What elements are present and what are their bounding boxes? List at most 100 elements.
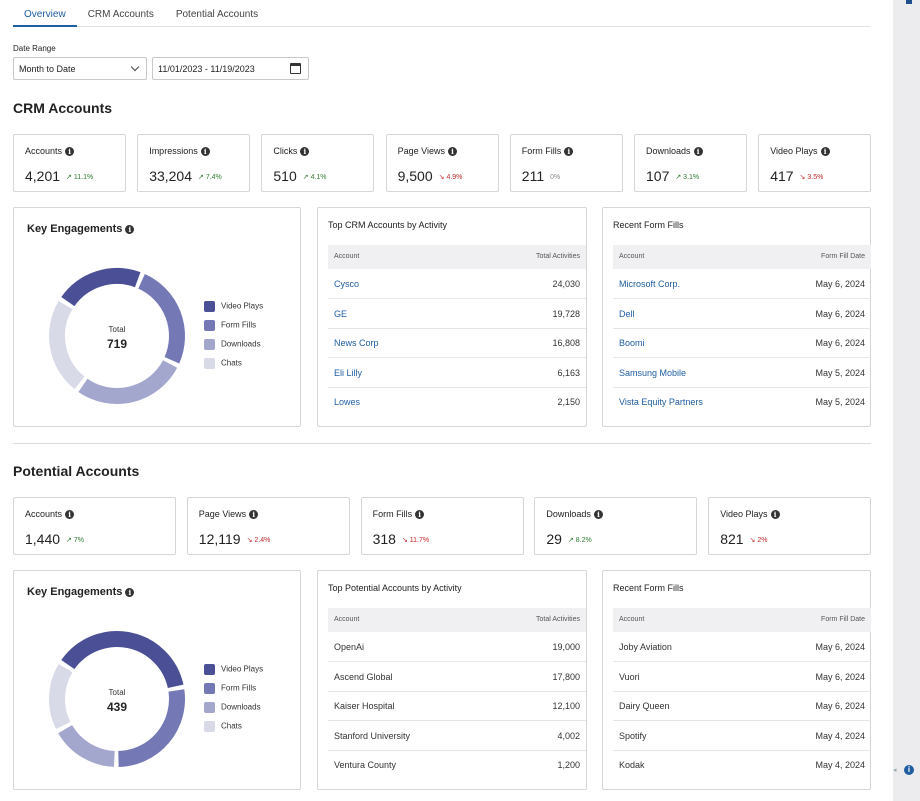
- info-icon[interactable]: i: [693, 147, 703, 157]
- info-icon[interactable]: i: [249, 510, 259, 520]
- account-name: Vuori: [619, 671, 640, 682]
- kpi-card: Page Views i 9,500 ↘ 4.9%: [385, 134, 499, 192]
- info-icon[interactable]: i: [300, 147, 310, 157]
- tab-crm-accounts[interactable]: CRM Accounts: [87, 9, 154, 20]
- legend-item[interactable]: Video Plays: [204, 301, 263, 320]
- col-account: Account: [334, 616, 360, 623]
- account-name[interactable]: Samsung Mobile: [619, 367, 687, 378]
- account-name[interactable]: Dell: [619, 308, 635, 319]
- chevron-left-icon[interactable]: ◂: [893, 767, 897, 774]
- info-icon[interactable]: i: [415, 510, 425, 520]
- account-name[interactable]: Boomi: [619, 338, 645, 349]
- kpi-delta: ↘ 3.5%: [799, 174, 824, 181]
- info-icon[interactable]: i: [200, 147, 210, 157]
- range-select[interactable]: Month to Date: [13, 57, 147, 80]
- table-row: Microsoft Corp. May 6, 2024: [613, 269, 871, 299]
- kpi-delta: ↗ 7.4%: [198, 174, 222, 181]
- account-name[interactable]: Vista Equity Partners: [619, 397, 703, 408]
- table-row: Spotify May 4, 2024: [613, 721, 871, 751]
- account-name[interactable]: Eli Lilly: [334, 367, 363, 378]
- col-account: Account: [334, 253, 360, 260]
- kpi-name: Page Views i: [398, 146, 457, 157]
- tab-potential-accounts[interactable]: Potential Accounts: [175, 9, 259, 20]
- kpi-value: 318 ↘ 11.7%: [372, 531, 430, 547]
- info-icon[interactable]: i: [447, 147, 457, 157]
- potential-heading: Potential Accounts: [13, 463, 140, 479]
- date-range-label: Date Range: [13, 44, 56, 53]
- legend-label: Video Plays: [221, 301, 264, 311]
- legend-item[interactable]: Video Plays: [204, 664, 263, 683]
- donut-segment[interactable]: [78, 359, 178, 404]
- col-form-fill-date: Form Fill Date: [821, 616, 865, 623]
- donut-segment[interactable]: [61, 268, 141, 307]
- right-side-rail[interactable]: [893, 0, 920, 801]
- tab-bar: Overview CRM Accounts Potential Accounts: [13, 0, 871, 27]
- legend-item[interactable]: Downloads: [204, 702, 263, 721]
- row-value: May 6, 2024: [815, 308, 865, 319]
- kpi-name: Downloads i: [546, 509, 603, 520]
- legend-swatch: [204, 320, 215, 331]
- donut-segment[interactable]: [49, 300, 85, 390]
- table-row: News Corp 16,808: [328, 328, 586, 359]
- table-row: Cysco 24,030: [328, 269, 586, 299]
- donut-segment[interactable]: [138, 273, 185, 364]
- info-icon[interactable]: i: [904, 765, 914, 775]
- kpi-delta: ↗ 4.1%: [302, 174, 327, 181]
- donut-total-value: 719: [107, 337, 127, 351]
- donut-segment[interactable]: [58, 724, 115, 767]
- key-engagements-title: Key Engagements i: [27, 223, 135, 235]
- info-icon[interactable]: i: [820, 147, 830, 157]
- info-icon[interactable]: i: [564, 147, 574, 157]
- account-name[interactable]: GE: [334, 308, 348, 319]
- kpi-value: 510 ↗ 4.1%: [273, 168, 327, 184]
- account-name: Joby Aviation: [619, 642, 672, 652]
- trend-up-icon: ↗: [567, 537, 576, 544]
- account-name[interactable]: Microsoft Corp.: [619, 279, 681, 289]
- account-name: Ascend Global: [334, 671, 393, 682]
- trend-up-icon: ↗: [302, 174, 311, 181]
- info-icon[interactable]: i: [125, 224, 135, 234]
- account-name[interactable]: News Corp: [334, 338, 379, 349]
- legend-swatch: [204, 301, 215, 312]
- kpi-delta: ↘ 11.7%: [401, 537, 430, 544]
- info-icon[interactable]: i: [125, 587, 135, 597]
- kpi-card: Accounts i 4,201 ↗ 11.1%: [13, 134, 126, 192]
- account-name[interactable]: Lowes: [334, 397, 361, 408]
- legend-label: Chats: [221, 358, 242, 368]
- legend-item[interactable]: Chats: [204, 358, 263, 377]
- legend-item[interactable]: Chats: [204, 721, 263, 740]
- donut-segment[interactable]: [49, 663, 73, 730]
- dashboard: Overview CRM Accounts Potential Accounts…: [13, 0, 872, 790]
- info-icon[interactable]: i: [770, 510, 780, 520]
- col-total-activities: Total Activities: [536, 616, 580, 623]
- legend-item[interactable]: Downloads: [204, 339, 263, 358]
- legend-label: Downloads: [221, 702, 261, 712]
- table-row: Joby Aviation May 6, 2024: [613, 632, 871, 662]
- kpi-value: 211 0%: [521, 168, 561, 184]
- row-value: 16,808: [552, 338, 580, 349]
- table-header: Account Form Fill Date: [613, 608, 871, 632]
- legend-swatch: [204, 339, 215, 350]
- account-name[interactable]: Cysco: [334, 279, 360, 289]
- donut-segment[interactable]: [61, 631, 184, 689]
- crm-key-engagements-card: Key Engagements i Total 719 Video Plays Fo…: [13, 207, 301, 427]
- section-divider: [13, 443, 871, 444]
- legend-item[interactable]: Form Fills: [204, 320, 263, 339]
- date-range-input[interactable]: 11/01/2023 - 11/19/2023: [152, 57, 309, 80]
- info-icon[interactable]: i: [65, 510, 75, 520]
- crm-heading: CRM Accounts: [13, 100, 113, 116]
- tab-overview[interactable]: Overview: [13, 0, 77, 27]
- trend-up-icon: ↗: [66, 174, 74, 181]
- trend-down-icon: ↘: [438, 174, 447, 181]
- legend-item[interactable]: Form Fills: [204, 683, 263, 702]
- info-icon[interactable]: i: [65, 147, 75, 157]
- row-value: May 5, 2024: [815, 367, 865, 378]
- legend-swatch: [204, 721, 215, 732]
- potential-top-accounts-card: Top Potential Accounts by Activity Accou…: [317, 570, 587, 790]
- row-value: 4,002: [557, 730, 580, 741]
- info-icon[interactable]: i: [593, 510, 603, 520]
- calendar-icon[interactable]: [290, 63, 301, 74]
- donut-segment[interactable]: [117, 689, 185, 767]
- row-value: 17,800: [552, 671, 580, 682]
- donut-total-label: Total: [109, 325, 126, 334]
